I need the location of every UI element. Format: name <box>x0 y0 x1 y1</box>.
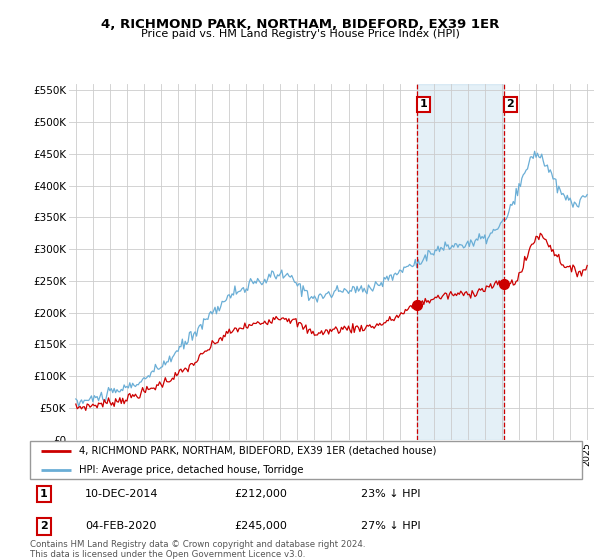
Text: Contains HM Land Registry data © Crown copyright and database right 2024.
This d: Contains HM Land Registry data © Crown c… <box>30 540 365 559</box>
Text: 1: 1 <box>40 489 47 499</box>
Text: HPI: Average price, detached house, Torridge: HPI: Average price, detached house, Torr… <box>79 465 303 475</box>
Text: 27% ↓ HPI: 27% ↓ HPI <box>361 521 421 531</box>
Text: £212,000: £212,000 <box>234 489 287 499</box>
Text: 04-FEB-2020: 04-FEB-2020 <box>85 521 157 531</box>
Text: 10-DEC-2014: 10-DEC-2014 <box>85 489 158 499</box>
Text: 4, RICHMOND PARK, NORTHAM, BIDEFORD, EX39 1ER (detached house): 4, RICHMOND PARK, NORTHAM, BIDEFORD, EX3… <box>79 446 436 456</box>
Bar <box>417 84 503 440</box>
Text: 2: 2 <box>506 99 514 109</box>
Text: 23% ↓ HPI: 23% ↓ HPI <box>361 489 421 499</box>
Text: 2: 2 <box>40 521 47 531</box>
Text: 1: 1 <box>419 99 427 109</box>
FancyBboxPatch shape <box>30 441 582 479</box>
Text: 4, RICHMOND PARK, NORTHAM, BIDEFORD, EX39 1ER: 4, RICHMOND PARK, NORTHAM, BIDEFORD, EX3… <box>101 18 499 31</box>
Text: Price paid vs. HM Land Registry's House Price Index (HPI): Price paid vs. HM Land Registry's House … <box>140 29 460 39</box>
Text: £245,000: £245,000 <box>234 521 287 531</box>
